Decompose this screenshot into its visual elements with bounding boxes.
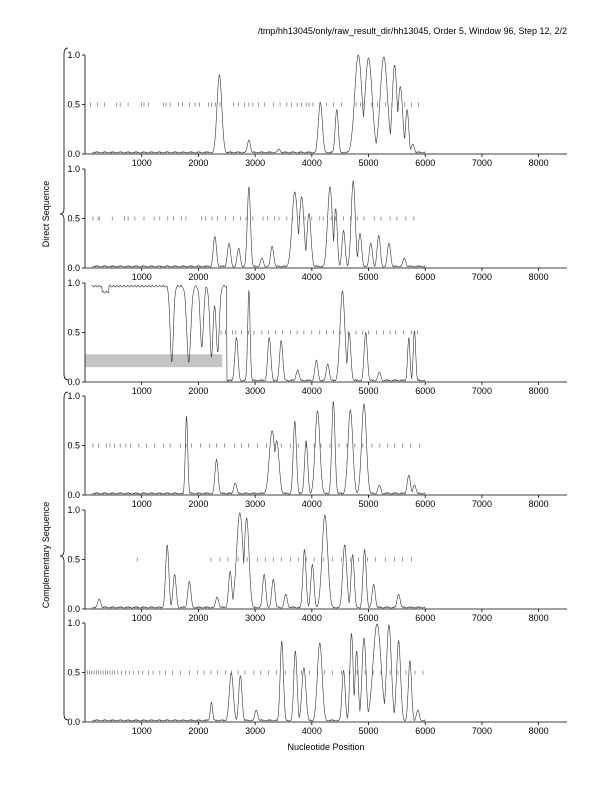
complementary-sequence-label: Complementary Sequence bbox=[41, 501, 51, 609]
panel-1-x-tick-label: 8000 bbox=[529, 158, 549, 168]
panel-4-x-tick-label: 6000 bbox=[415, 499, 435, 509]
panel-5-x-tick-label: 1000 bbox=[132, 613, 152, 623]
panel-5-x-tick-label: 2000 bbox=[188, 613, 208, 623]
panel-4-x-tick-label: 4000 bbox=[302, 499, 322, 509]
panel-3-y-tick-label: 1.0 bbox=[67, 278, 80, 288]
panel-2-signal-line bbox=[91, 179, 426, 268]
panel-1-y-tick-label: 0.5 bbox=[67, 100, 80, 110]
panel-5-x-tick-label: 8000 bbox=[529, 613, 549, 623]
direct-group-brace bbox=[59, 47, 69, 381]
panel-5-x-tick-label: 4000 bbox=[302, 613, 322, 623]
panel-4-x-tick-label: 5000 bbox=[359, 499, 379, 509]
panel-4-x-tick-label: 1000 bbox=[132, 499, 152, 509]
panel-5-x-tick-label: 5000 bbox=[359, 613, 379, 623]
panel-6-x-tick-label: 6000 bbox=[415, 726, 435, 736]
panel-3-x-tick-label: 8000 bbox=[529, 386, 549, 396]
panel-4-y-tick-label: 0.0 bbox=[67, 490, 80, 500]
panel-1-x-tick-label: 2000 bbox=[188, 158, 208, 168]
panel-4-x-tick-label: 7000 bbox=[472, 499, 492, 509]
panel-1-x-tick-label: 1000 bbox=[132, 158, 152, 168]
panel-5-signal-line bbox=[91, 512, 426, 609]
panel-5-x-tick-label: 7000 bbox=[472, 613, 492, 623]
direct-sequence-label: Direct Sequence bbox=[41, 180, 51, 248]
panel-1-x-tick-label: 5000 bbox=[359, 158, 379, 168]
panel-4-y-tick-label: 0.5 bbox=[67, 441, 80, 451]
panel-1-signal-line bbox=[91, 54, 426, 154]
panel-6-x-tick-label: 8000 bbox=[529, 726, 549, 736]
panel-1-x-tick-label: 4000 bbox=[302, 158, 322, 168]
panel-4-signal-line bbox=[91, 401, 426, 495]
panel-5-y-tick-label: 0.5 bbox=[67, 555, 80, 565]
panel-2-x-tick-label: 4000 bbox=[302, 272, 322, 282]
panel-1-y-tick-label: 0.0 bbox=[67, 149, 80, 159]
panel-2-x-tick-label: 3000 bbox=[245, 272, 265, 282]
panel-6-x-tick-label: 4000 bbox=[302, 726, 322, 736]
panel-5-x-tick-label: 6000 bbox=[415, 613, 435, 623]
panel-4-x-tick-label: 2000 bbox=[188, 499, 208, 509]
panel-2-x-tick-label: 1000 bbox=[132, 272, 152, 282]
panel-2-x-tick-label: 6000 bbox=[415, 272, 435, 282]
panel-6-x-tick-label: 7000 bbox=[472, 726, 492, 736]
panel-1-y-tick-label: 1.0 bbox=[67, 50, 80, 60]
panel-3-y-tick-label: 0.0 bbox=[67, 377, 80, 387]
panel-4-y-tick-label: 1.0 bbox=[67, 391, 80, 401]
panel-1-x-tick-label: 3000 bbox=[245, 158, 265, 168]
panel-6-y-tick-label: 0.0 bbox=[67, 717, 80, 727]
x-axis-label: Nucleotide Position bbox=[287, 742, 365, 752]
panel-2-x-tick-label: 7000 bbox=[472, 272, 492, 282]
panel-6-y-tick-label: 1.0 bbox=[67, 618, 80, 628]
panel-3-x-tick-label: 2000 bbox=[188, 386, 208, 396]
panel-3-x-tick-label: 5000 bbox=[359, 386, 379, 396]
panel-6-x-tick-label: 2000 bbox=[188, 726, 208, 736]
panel-6-x-tick-label: 1000 bbox=[132, 726, 152, 736]
panel-5-x-tick-label: 3000 bbox=[245, 613, 265, 623]
panel-6-x-tick-label: 3000 bbox=[245, 726, 265, 736]
panel-1-x-tick-label: 6000 bbox=[415, 158, 435, 168]
panel-6-y-tick-label: 0.5 bbox=[67, 668, 80, 678]
panel-3-x-tick-label: 3000 bbox=[245, 386, 265, 396]
panel-3-x-tick-label: 4000 bbox=[302, 386, 322, 396]
panel-2-y-tick-label: 0.5 bbox=[67, 214, 80, 224]
complementary-group-brace bbox=[59, 391, 69, 721]
panel-5-y-tick-label: 1.0 bbox=[67, 505, 80, 515]
panel-3-shaded-band bbox=[85, 354, 223, 368]
panel-2-x-tick-label: 5000 bbox=[359, 272, 379, 282]
panel-5-y-tick-label: 0.0 bbox=[67, 604, 80, 614]
figure-title: /tmp/hh13045/only/raw_result_dir/hh13045… bbox=[257, 26, 567, 36]
panel-4-x-tick-label: 8000 bbox=[529, 499, 549, 509]
panel-3-y-tick-label: 0.5 bbox=[67, 328, 80, 338]
panel-2-x-tick-label: 2000 bbox=[188, 272, 208, 282]
panel-3-x-tick-label: 7000 bbox=[472, 386, 492, 396]
panel-6-signal-line bbox=[91, 623, 426, 722]
panel-3-signal-line bbox=[91, 284, 426, 382]
panel-2-y-tick-label: 0.0 bbox=[67, 263, 80, 273]
panel-6-x-tick-label: 5000 bbox=[359, 726, 379, 736]
panel-4-x-tick-label: 3000 bbox=[245, 499, 265, 509]
panel-3-x-tick-label: 6000 bbox=[415, 386, 435, 396]
panel-2-y-tick-label: 1.0 bbox=[67, 164, 80, 174]
panel-2-x-tick-label: 8000 bbox=[529, 272, 549, 282]
panel-3-x-tick-label: 1000 bbox=[132, 386, 152, 396]
panel-1-x-tick-label: 7000 bbox=[472, 158, 492, 168]
